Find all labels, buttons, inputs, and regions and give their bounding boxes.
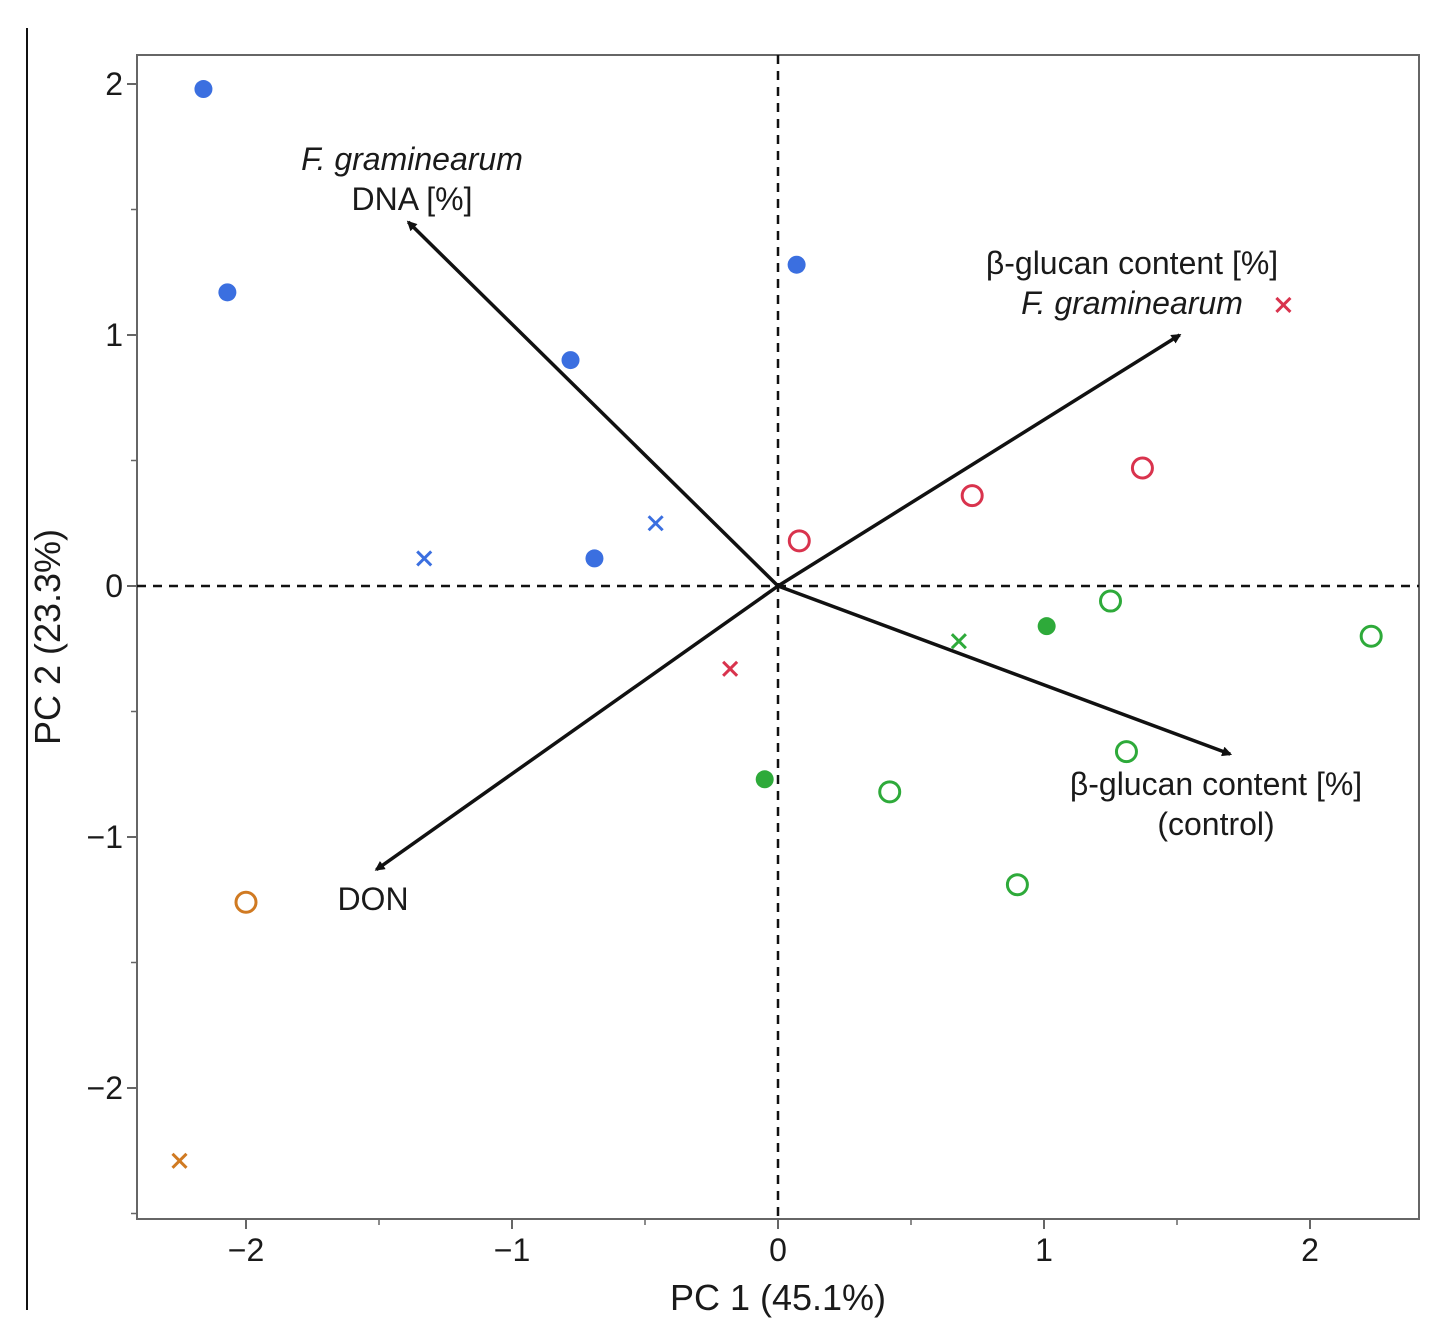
point-open-circle — [1359, 624, 1383, 648]
x-tick-label: −2 — [228, 1232, 264, 1268]
y-tick-label: 2 — [105, 66, 123, 102]
loading-label: DON — [337, 881, 408, 917]
loading-arrow — [374, 584, 780, 872]
y-tick-label: −2 — [87, 1070, 123, 1106]
series-red — [722, 296, 1292, 677]
y-tick-label: 1 — [105, 317, 123, 353]
point-filled-circle — [218, 283, 237, 302]
point-open-circle — [960, 484, 984, 508]
series-blue — [194, 80, 806, 568]
point-filled-circle — [585, 549, 604, 568]
x-tick-label: −1 — [494, 1232, 530, 1268]
loading-arrow — [406, 220, 780, 588]
loading-bglucan-fgram: β-glucan content [%] F. graminearum — [777, 245, 1278, 588]
loading-arrow — [777, 333, 1182, 588]
reference-lines — [137, 55, 1419, 1219]
series-green — [755, 589, 1383, 897]
point-open-circle — [234, 890, 258, 914]
point-filled-circle — [755, 770, 774, 789]
point-open-circle — [1005, 873, 1029, 897]
point-open-circle — [878, 780, 902, 804]
point-open-circle — [1114, 740, 1138, 764]
point-cross — [722, 660, 739, 677]
point-open-circle — [787, 529, 811, 553]
loading-label: F. graminearum — [1021, 285, 1243, 321]
loading-label: F. graminearum — [301, 141, 523, 177]
point-open-circle — [1099, 589, 1122, 613]
point-filled-circle — [194, 80, 213, 99]
loading-label: (control) — [1157, 806, 1274, 842]
y-tick-label: 0 — [105, 568, 123, 604]
series-orange — [171, 890, 258, 1169]
loading-fgram-dna: F. graminearum DNA [%] — [301, 141, 780, 588]
loading-label: DNA [%] — [352, 181, 473, 217]
score-points — [171, 80, 1383, 1169]
point-cross — [647, 515, 664, 532]
point-filled-circle — [1037, 617, 1056, 636]
x-axis-title: PC 1 (45.1%) — [670, 1277, 886, 1318]
point-filled-circle — [787, 255, 806, 274]
point-cross — [171, 1152, 188, 1169]
x-tick-label: 2 — [1301, 1232, 1319, 1268]
x-tick-label: 0 — [769, 1232, 787, 1268]
x-tick-label: 1 — [1035, 1232, 1053, 1268]
loading-arrow — [777, 584, 1233, 757]
y-axis-ticks: −2 −1 0 1 2 — [87, 66, 137, 1215]
loading-label: β-glucan content [%] — [1070, 766, 1362, 802]
y-axis-title: PC 2 (23.3%) — [27, 529, 68, 745]
point-filled-circle — [561, 351, 580, 370]
point-open-circle — [1130, 456, 1154, 480]
point-cross — [950, 633, 967, 650]
point-cross — [1275, 296, 1292, 313]
point-cross — [416, 550, 433, 567]
x-axis-ticks: −2 −1 0 1 2 — [228, 1219, 1319, 1268]
loading-bglucan-control: β-glucan content [%] (control) — [777, 584, 1362, 842]
loading-don: DON — [337, 584, 780, 917]
loading-label: β-glucan content [%] — [986, 245, 1278, 281]
loading-arrows: F. graminearum DNA [%] β-glucan content [%… — [301, 141, 1362, 917]
y-tick-label: −1 — [87, 819, 123, 855]
